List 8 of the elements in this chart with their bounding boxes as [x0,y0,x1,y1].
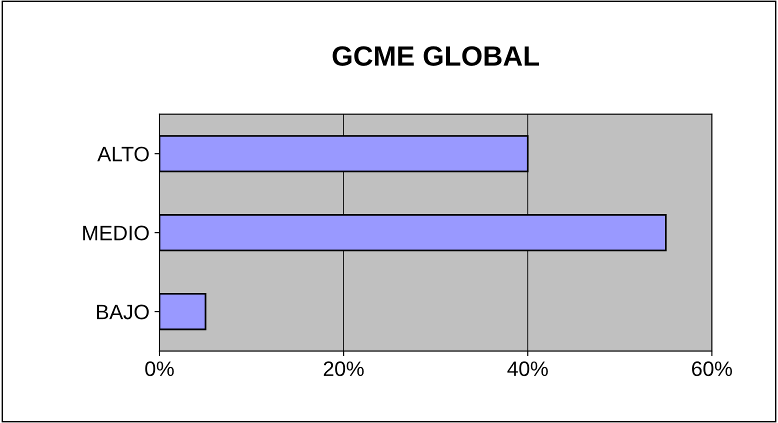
x-tick-label: 0% [145,361,174,376]
x-tick-label: 60% [692,361,732,376]
x-tick-label: 40% [507,361,548,376]
y-tick-label: ALTO [97,146,149,162]
y-tick-label: MEDIO [83,226,149,240]
x-tick-label: 20% [324,361,364,376]
chart-title: GCME GLOBAL [332,46,539,66]
y-tick-label: BAJO [97,304,149,320]
